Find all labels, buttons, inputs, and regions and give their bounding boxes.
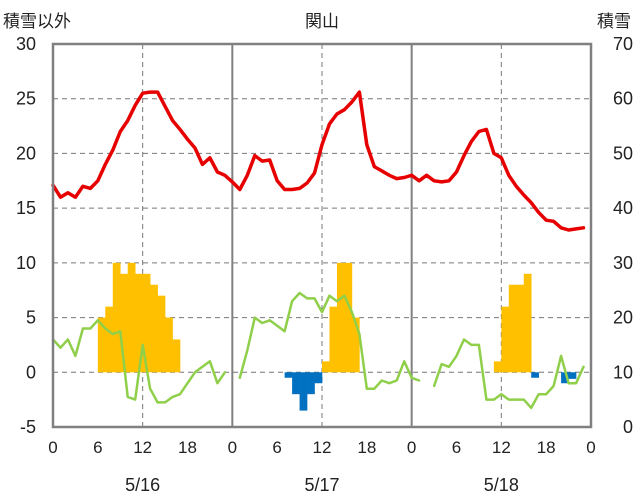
series-lines xyxy=(51,90,586,410)
right-axis-ticks: 0 10 20 30 40 50 60 70 xyxy=(613,34,633,437)
plot-border xyxy=(51,42,593,429)
left-axis-title: 積雪以外 xyxy=(3,12,71,32)
right-tick-label: 70 xyxy=(613,34,633,54)
precipitation-bar xyxy=(523,273,532,373)
precipitation-bars xyxy=(97,262,577,411)
precipitation-bar xyxy=(336,262,345,373)
right-tick-label: 60 xyxy=(613,89,633,109)
precipitation-bar xyxy=(157,295,166,373)
left-tick-label: -5 xyxy=(20,417,36,437)
left-axis-ticks: -5 0 5 10 15 20 25 30 xyxy=(16,34,36,437)
left-tick-label: 30 xyxy=(16,34,36,54)
snow-depth-line xyxy=(51,291,585,410)
precipitation-bar xyxy=(165,317,173,373)
day-label: 5/16 xyxy=(125,475,160,495)
precipitation-bar xyxy=(351,317,360,373)
plot-frame xyxy=(51,42,593,429)
right-tick-label: 0 xyxy=(623,417,633,437)
precipitation-bar xyxy=(292,372,300,395)
left-tick-label: 25 xyxy=(16,89,36,109)
precipitation-bar xyxy=(516,284,525,373)
precipitation-bar xyxy=(97,317,106,373)
precipitation-bar xyxy=(142,273,151,373)
precipitation-bar xyxy=(120,273,129,373)
day-labels: 5/16 5/17 5/18 xyxy=(125,475,519,495)
x-tick-label: 18 xyxy=(537,438,556,457)
x-tick-label: 0 xyxy=(228,438,237,457)
x-tick-label: 18 xyxy=(178,438,197,457)
precipitation-bar xyxy=(508,284,517,373)
x-tick-label: 12 xyxy=(313,438,332,457)
x-axis-ticks: 0 6 12 18 0 6 12 18 0 6 12 18 0 xyxy=(48,438,595,457)
x-tick-label: 0 xyxy=(48,438,57,457)
temperature-line xyxy=(51,90,586,232)
precipitation-bar xyxy=(322,361,330,373)
day-label: 5/17 xyxy=(304,475,339,495)
x-tick-label: 6 xyxy=(272,438,281,457)
precipitation-bar xyxy=(501,306,510,373)
chart-title: 関山 xyxy=(305,12,339,32)
precipitation-bar xyxy=(568,372,577,379)
x-tick-label: 0 xyxy=(407,438,416,457)
axis-labels: 積雪以外 関山 積雪 xyxy=(3,12,631,32)
precipitation-bar xyxy=(299,372,308,411)
right-tick-label: 30 xyxy=(613,253,633,273)
precipitation-bar xyxy=(150,284,158,373)
left-tick-label: 10 xyxy=(16,253,36,273)
precipitation-bar xyxy=(284,372,293,378)
left-tick-label: 15 xyxy=(16,198,36,218)
left-tick-label: 5 xyxy=(26,308,36,328)
x-tick-label: 12 xyxy=(492,438,511,457)
precipitation-bar xyxy=(172,339,181,373)
right-tick-label: 20 xyxy=(613,308,633,328)
x-tick-label: 0 xyxy=(586,438,595,457)
right-tick-label: 10 xyxy=(613,362,633,382)
x-tick-label: 6 xyxy=(93,438,102,457)
right-axis-title: 積雪 xyxy=(597,12,631,32)
precipitation-bar xyxy=(329,306,338,373)
x-tick-label: 6 xyxy=(452,438,461,457)
precipitation-bar xyxy=(112,262,121,373)
precipitation-bar xyxy=(127,262,136,373)
x-tick-label: 12 xyxy=(133,438,152,457)
left-tick-label: 20 xyxy=(16,143,36,163)
precipitation-bar xyxy=(493,361,502,373)
precipitation-bar xyxy=(314,372,323,384)
left-tick-label: 0 xyxy=(26,362,36,382)
right-tick-label: 50 xyxy=(613,143,633,163)
precipitation-bar xyxy=(105,306,114,373)
day-label: 5/18 xyxy=(484,475,519,495)
precipitation-bar xyxy=(307,372,315,395)
precipitation-bar xyxy=(561,372,569,384)
precipitation-bar xyxy=(135,273,143,373)
right-tick-label: 40 xyxy=(613,198,633,218)
x-tick-label: 18 xyxy=(357,438,376,457)
precipitation-bar xyxy=(531,372,539,378)
precipitation-bar xyxy=(344,262,353,373)
